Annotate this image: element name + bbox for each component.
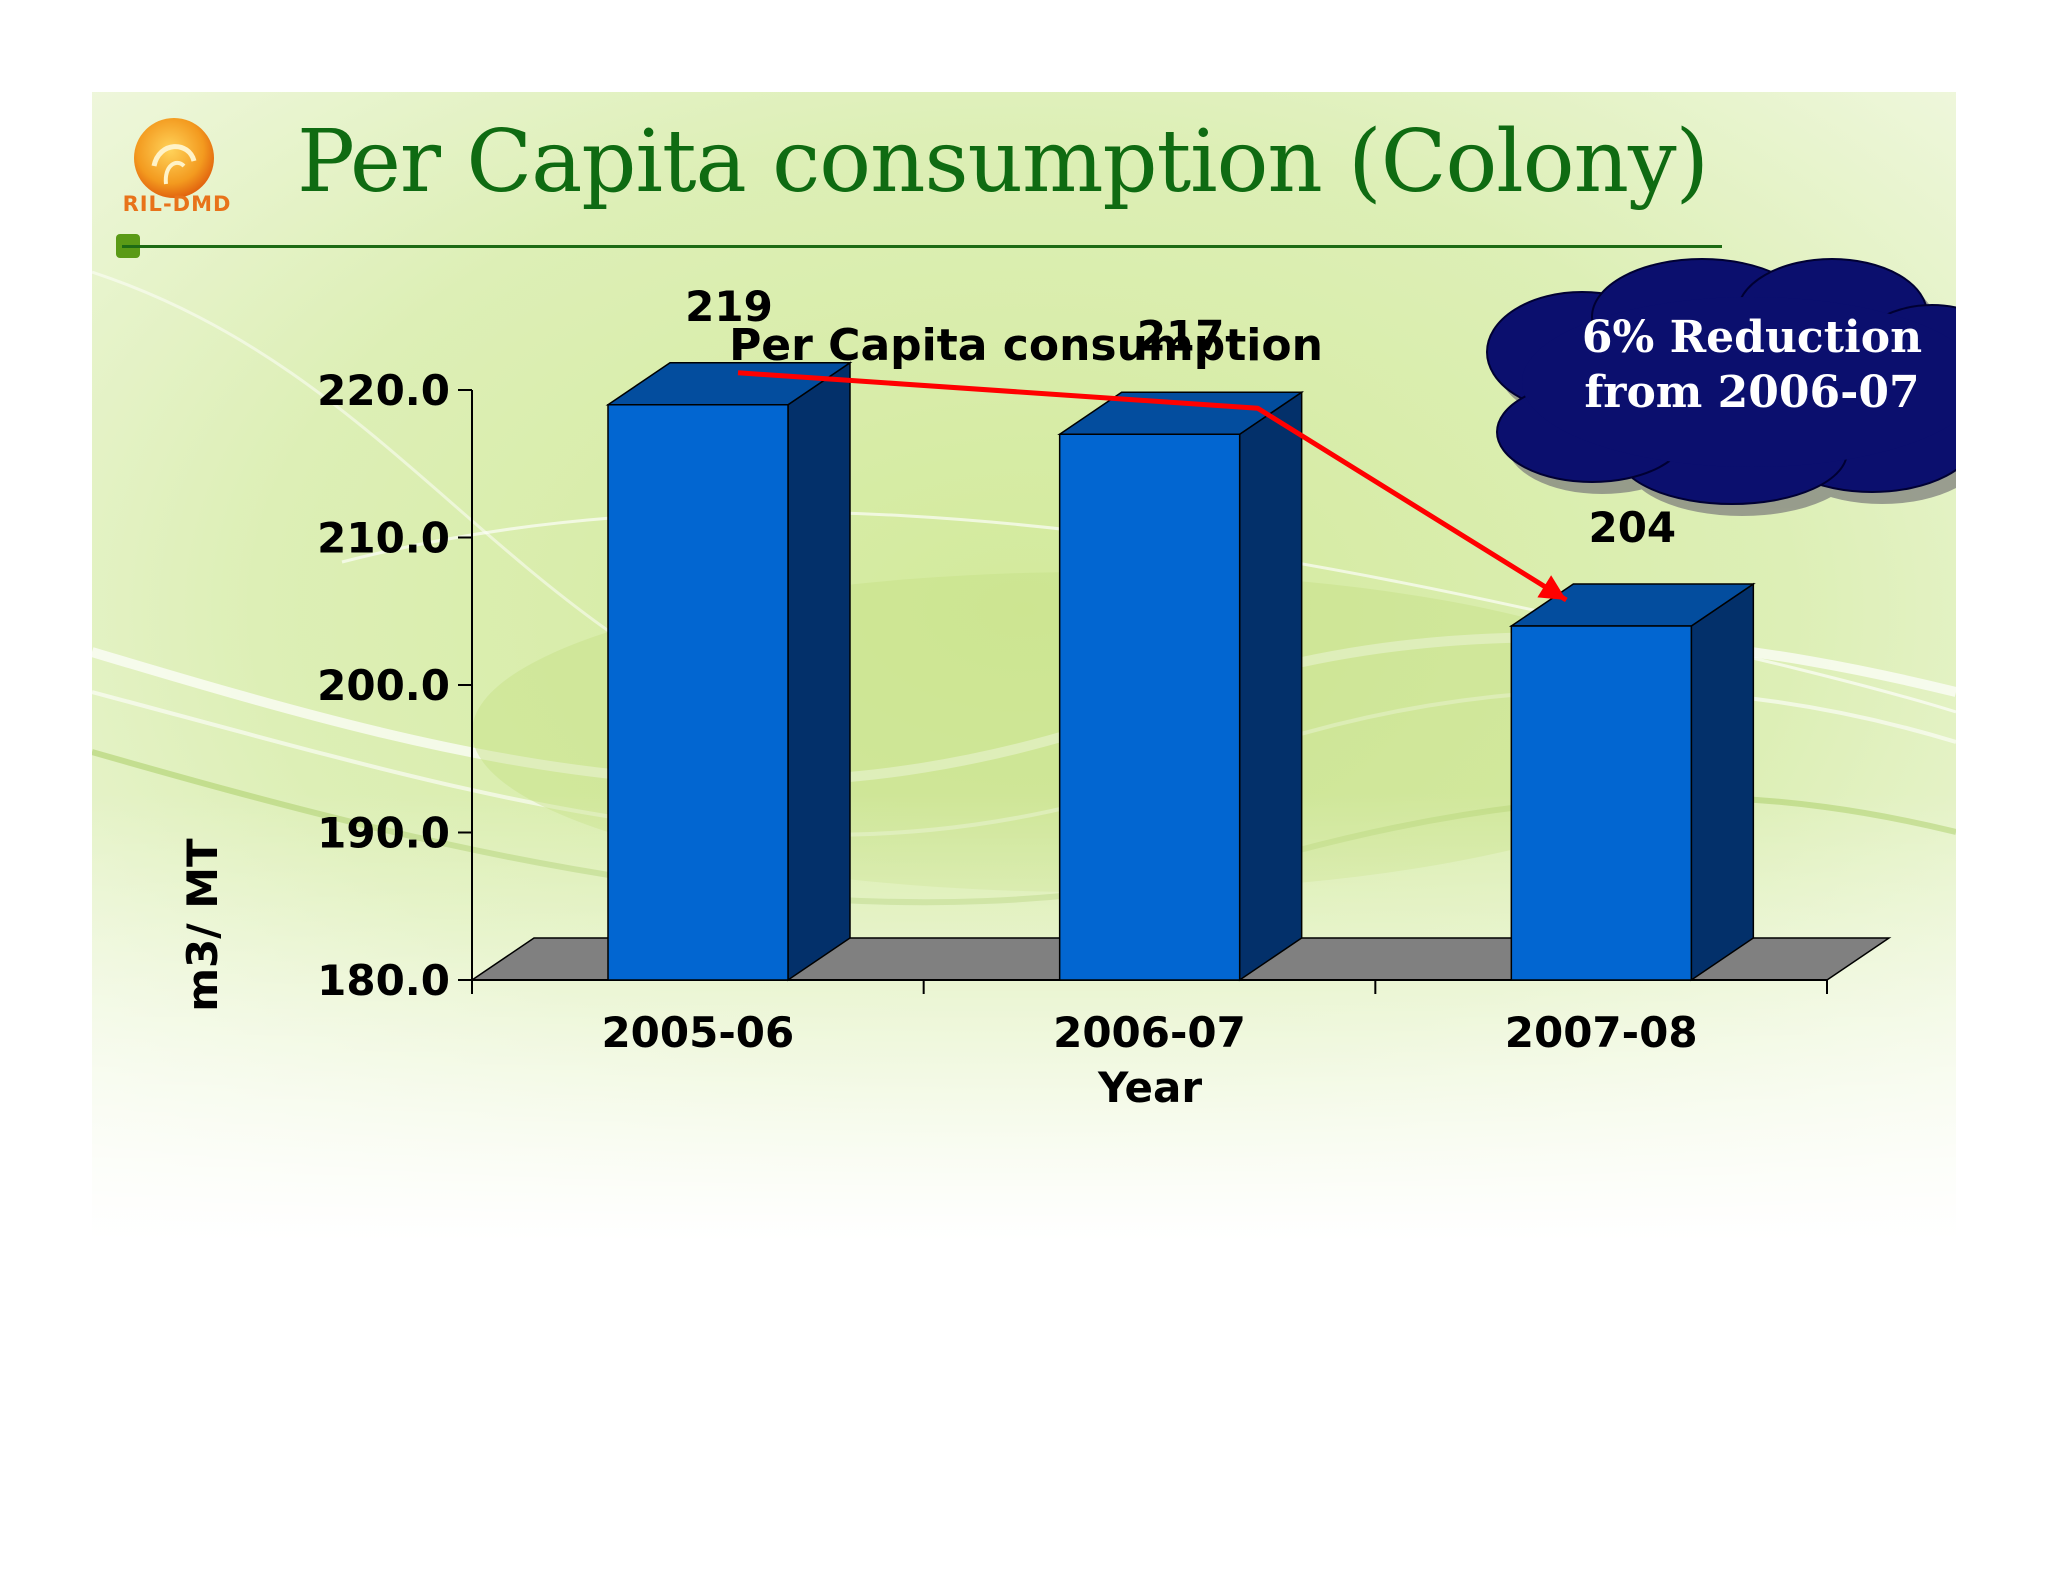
- logo-text: RIL-DMD: [122, 192, 232, 216]
- y-tick-label: 220.0: [317, 366, 450, 415]
- reduction-callout-cloud: [1486, 258, 1956, 516]
- bar: [1058, 433, 1241, 981]
- callout-text: 6% Reduction from 2006-07: [1472, 310, 1956, 420]
- callout-line-2: from 2006-07: [1584, 367, 1920, 418]
- data-label: 219: [685, 282, 773, 331]
- x-tick-label: 2007-08: [1505, 1008, 1698, 1057]
- bar-side: [787, 361, 851, 982]
- callout-line-1: 6% Reduction: [1581, 312, 1923, 363]
- trend-arrow-line: [737, 370, 1568, 603]
- x-axis-label: Year: [1097, 1063, 1202, 1112]
- y-tick-label: 200.0: [317, 661, 450, 710]
- bar-chart: Per Capita consumption m3/ MT Year 180.0…: [178, 282, 1892, 1112]
- y-tick-label: 210.0: [317, 514, 450, 563]
- bar: [1510, 625, 1693, 981]
- company-logo-icon: [134, 118, 214, 198]
- data-label: 217: [1137, 311, 1225, 360]
- x-tick-label: 2006-07: [1053, 1008, 1246, 1057]
- y-tick-label: 180.0: [317, 956, 450, 1005]
- y-tick-label: 190.0: [317, 809, 450, 858]
- title-divider: [122, 245, 1722, 248]
- slide-title: Per Capita consumption (Colony): [297, 112, 1709, 212]
- bar: [607, 404, 789, 981]
- bar-side: [1238, 390, 1303, 982]
- trend-arrow-head-icon: [1537, 575, 1567, 600]
- slide: RIL-DMD Per Capita consumption (Colony) …: [92, 92, 1956, 1242]
- data-label: 204: [1588, 503, 1676, 552]
- plot-area: 180.0 190.0 200.0 210.0 220.0 219 2005-06 217 20…: [317, 282, 1892, 1057]
- y-axis-label: m3/ MT: [178, 838, 227, 1012]
- x-tick-label: 2005-06: [601, 1008, 794, 1057]
- bar-side: [1690, 582, 1755, 982]
